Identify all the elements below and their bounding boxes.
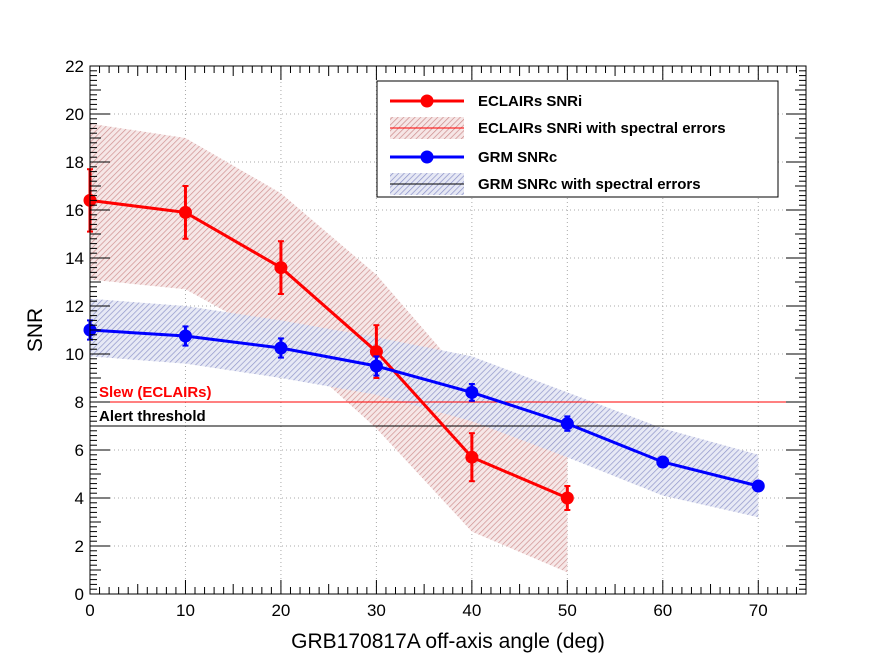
eclairs-data-point <box>178 205 192 219</box>
grm-series-line <box>89 328 759 488</box>
eclairs-data-point <box>369 345 383 359</box>
x-tick-label: 30 <box>367 601 386 620</box>
legend-entry-grm-band: GRM SNRc with spectral errors <box>390 173 701 195</box>
legend: ECLAIRs SNRi ECLAIRs SNRi with spectral e… <box>376 80 779 198</box>
x-tick-label: 20 <box>271 601 290 620</box>
y-tick-label: 4 <box>75 489 84 508</box>
grm-data-point <box>369 359 383 373</box>
grm-data-point <box>465 385 479 399</box>
x-tick-label: 50 <box>558 601 577 620</box>
legend-label: ECLAIRs SNRi with spectral errors <box>478 120 726 137</box>
x-tick-label: 60 <box>653 601 672 620</box>
eclairs-data-point <box>560 491 574 505</box>
x-tick-label: 10 <box>176 601 195 620</box>
legend-entry-grm-snrc: GRM SNRc <box>390 149 557 166</box>
x-tick-label: 70 <box>749 601 768 620</box>
eclairs-data-point <box>465 450 479 464</box>
y-tick-label: 12 <box>65 297 84 316</box>
x-axis-title: GRB170817A off-axis angle (deg) <box>291 630 605 653</box>
legend-label: GRM SNRc with spectral errors <box>478 176 701 193</box>
axis-ticks: 0 10 20 30 40 50 60 70 0 2 4 6 8 10 12 14 16 18 20 22 <box>65 57 807 620</box>
y-tick-label: 16 <box>65 201 84 220</box>
y-tick-label: 10 <box>65 345 84 364</box>
eclairs-series-line <box>89 198 568 500</box>
y-axis-title: SNR <box>24 308 47 352</box>
y-tick-label: 0 <box>75 585 84 604</box>
legend-entry-eclairs-band: ECLAIRs SNRi with spectral errors <box>390 117 726 139</box>
grm-data-point <box>560 417 574 431</box>
legend-marker-swatch <box>420 94 434 108</box>
x-tick-label: 0 <box>85 601 94 620</box>
grm-data-point <box>274 341 288 355</box>
y-tick-label: 18 <box>65 153 84 172</box>
y-tick-label: 14 <box>65 249 84 268</box>
y-tick-label: 2 <box>75 537 84 556</box>
grm-data-point <box>656 455 670 469</box>
y-tick-label: 22 <box>65 57 84 76</box>
threshold-lines: Slew (ECLAIRs) Alert threshold <box>90 384 806 427</box>
grm-data-point <box>178 329 192 343</box>
legend-label: GRM SNRc <box>478 149 557 166</box>
slew-threshold-label: Slew (ECLAIRs) <box>99 384 212 401</box>
legend-marker-swatch <box>420 150 434 164</box>
grm-error-band <box>90 298 759 518</box>
legend-label: ECLAIRs SNRi <box>478 93 582 110</box>
eclairs-data-point <box>274 261 288 275</box>
y-tick-label: 20 <box>65 105 84 124</box>
spectral-error-bands <box>90 123 759 573</box>
x-tick-label: 40 <box>462 601 481 620</box>
legend-entry-eclairs-snri: ECLAIRs SNRi <box>390 93 582 110</box>
alert-threshold-label: Alert threshold <box>99 408 206 425</box>
y-tick-label: 8 <box>75 393 84 412</box>
grm-data-point <box>751 479 765 493</box>
y-tick-label: 6 <box>75 441 84 460</box>
